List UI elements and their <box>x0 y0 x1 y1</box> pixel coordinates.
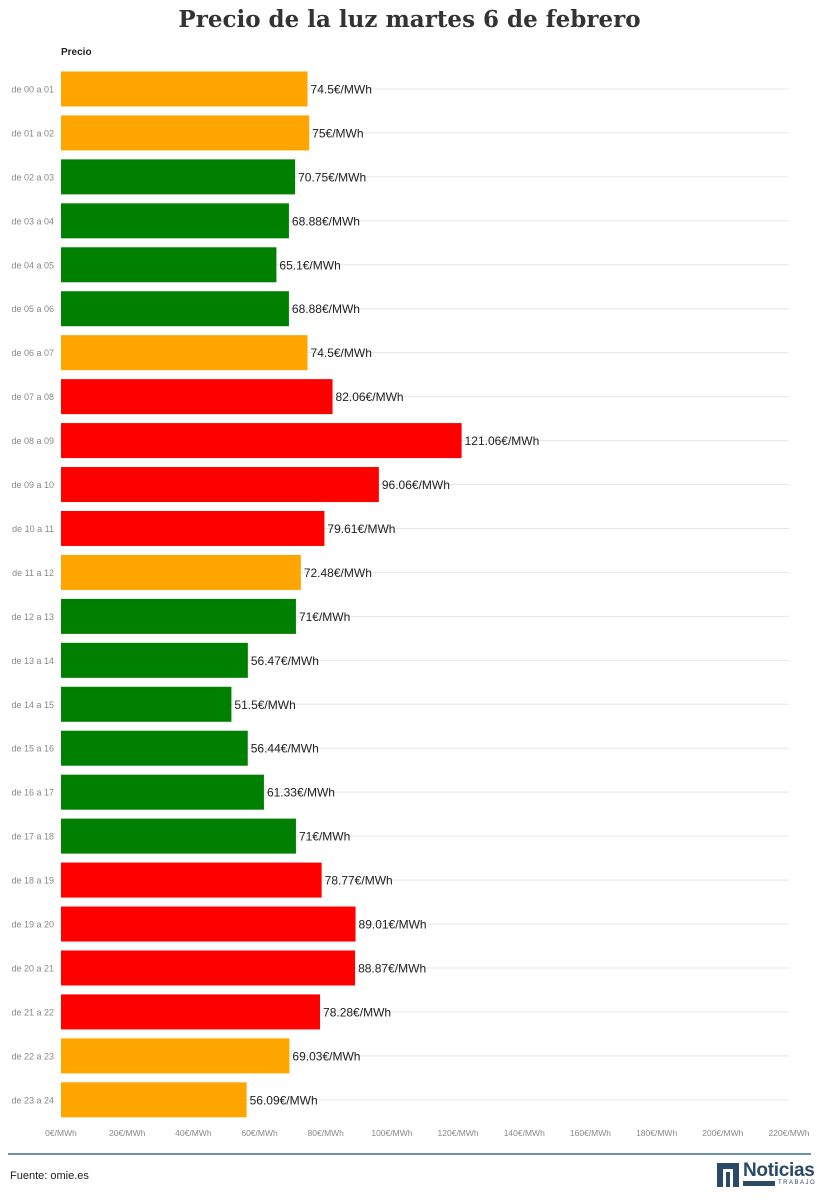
category-label: de 02 a 03 <box>11 172 54 182</box>
value-label: 75€/MWh <box>312 126 363 140</box>
bar <box>61 818 296 854</box>
value-label: 74.5€/MWh <box>311 82 372 96</box>
category-label: de 00 a 01 <box>11 84 54 94</box>
x-tick-label: 20€/MWh <box>109 1128 146 1138</box>
bar <box>61 598 296 634</box>
category-label: de 22 a 23 <box>11 1051 54 1061</box>
bar <box>61 335 308 371</box>
bar <box>61 159 296 195</box>
value-label: 89.01€/MWh <box>359 918 427 932</box>
bar <box>61 994 321 1030</box>
bar <box>61 730 248 766</box>
bar <box>61 115 310 151</box>
x-tick-label: 100€/MWh <box>371 1128 412 1138</box>
bar <box>61 554 301 590</box>
value-label: 61.33€/MWh <box>267 786 335 800</box>
bar <box>61 510 325 546</box>
x-tick-label: 140€/MWh <box>504 1128 545 1138</box>
x-tick-label: 220€/MWh <box>768 1128 809 1138</box>
bar <box>61 423 462 459</box>
category-label: de 17 a 18 <box>11 832 54 842</box>
chart-title: Precio de la luz martes 6 de febrero <box>178 6 641 33</box>
category-label: de 12 a 13 <box>11 612 54 622</box>
x-tick-label: 120€/MWh <box>438 1128 479 1138</box>
category-label: de 18 a 19 <box>11 876 54 886</box>
x-tick-label: 80€/MWh <box>308 1128 345 1138</box>
category-label: de 03 a 04 <box>11 216 54 226</box>
category-label: de 10 a 11 <box>12 524 54 534</box>
value-label: 51.5€/MWh <box>234 698 295 712</box>
category-label: de 01 a 02 <box>11 128 54 138</box>
value-label: 74.5€/MWh <box>311 346 372 360</box>
category-label: de 07 a 08 <box>11 392 54 402</box>
value-label: 68.88€/MWh <box>292 214 360 228</box>
bar <box>61 950 356 986</box>
x-tick-label: 60€/MWh <box>241 1128 278 1138</box>
category-label: de 15 a 16 <box>11 744 54 754</box>
category-label: de 05 a 06 <box>11 304 54 314</box>
category-label: de 11 a 12 <box>12 568 54 578</box>
value-label: 78.28€/MWh <box>323 1005 391 1019</box>
x-tick-label: 180€/MWh <box>636 1128 677 1138</box>
value-label: 72.48€/MWh <box>304 566 372 580</box>
value-label: 71€/MWh <box>299 610 350 624</box>
bar <box>61 379 333 415</box>
category-label: de 19 a 20 <box>11 920 54 930</box>
category-label: de 21 a 22 <box>11 1007 54 1017</box>
bar <box>61 686 232 722</box>
x-tick-label: 40€/MWh <box>175 1128 212 1138</box>
value-label: 56.09€/MWh <box>250 1093 318 1107</box>
value-label: 71€/MWh <box>299 830 350 844</box>
category-label: de 23 a 24 <box>11 1095 54 1105</box>
value-label: 65.1€/MWh <box>279 258 340 272</box>
bar <box>61 642 248 678</box>
category-label: de 20 a 21 <box>11 963 54 973</box>
bar <box>61 1038 290 1074</box>
category-label: de 06 a 07 <box>11 348 54 358</box>
category-label: de 14 a 15 <box>11 700 54 710</box>
bar <box>61 291 289 327</box>
value-label: 70.75€/MWh <box>298 170 366 184</box>
bar <box>61 467 379 503</box>
bar <box>61 203 289 239</box>
x-tick-label: 160€/MWh <box>570 1128 611 1138</box>
value-label: 69.03€/MWh <box>292 1049 360 1063</box>
logo-n-icon <box>717 1163 739 1187</box>
column-header: Precio <box>61 47 92 58</box>
category-label: de 16 a 17 <box>11 788 54 798</box>
value-label: 121.06€/MWh <box>465 434 540 448</box>
value-label: 78.77€/MWh <box>325 874 393 888</box>
bar <box>61 1082 247 1118</box>
category-label: de 08 a 09 <box>11 436 54 446</box>
logo-word: Noticias <box>743 1160 815 1181</box>
x-tick-label: 200€/MWh <box>702 1128 743 1138</box>
value-label: 88.87€/MWh <box>358 961 426 975</box>
footer-divider <box>8 1153 811 1155</box>
category-label: de 04 a 05 <box>11 260 54 270</box>
bar <box>61 247 277 283</box>
value-label: 68.88€/MWh <box>292 302 360 316</box>
bar <box>61 71 308 107</box>
value-label: 96.06€/MWh <box>382 478 450 492</box>
category-label: de 13 a 14 <box>11 656 54 666</box>
x-tick-label: 0€/MWh <box>45 1128 77 1138</box>
logo-sub: TRABAJO <box>778 1180 817 1186</box>
logo-bar <box>743 1181 775 1186</box>
value-label: 79.61€/MWh <box>327 522 395 536</box>
value-label: 56.44€/MWh <box>251 742 319 756</box>
value-label: 82.06€/MWh <box>336 390 404 404</box>
bar <box>61 774 264 810</box>
value-label: 56.47€/MWh <box>251 654 319 668</box>
source-note: Fuente: omie.es <box>10 1170 89 1182</box>
bar-chart: de 00 a 01 74.5€/MWh de 01 a 02 75€/MWh de 0… <box>11 71 810 1138</box>
bar <box>61 906 356 942</box>
brand-logo: Noticias TRABAJO <box>717 1160 815 1190</box>
category-label: de 09 a 10 <box>11 480 54 490</box>
bar <box>61 862 322 898</box>
